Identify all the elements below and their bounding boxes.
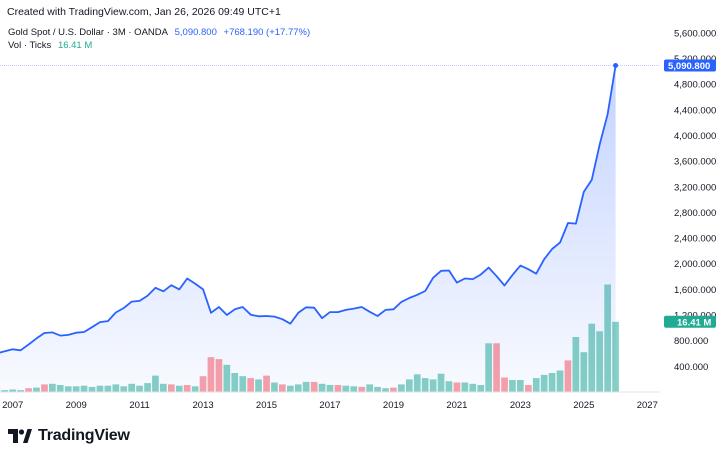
tradingview-logo-icon	[8, 429, 32, 443]
y-tick-label: 2,800.000	[674, 208, 716, 219]
x-tick-label: 2019	[383, 400, 404, 411]
created-with-label: Created with TradingView.com, Jan 26, 20…	[7, 6, 281, 18]
x-tick-label: 2027	[637, 400, 658, 411]
volume-legend[interactable]: Vol · Ticks 16.41 M	[8, 40, 96, 51]
x-tick-label: 2021	[446, 400, 467, 411]
last-price-dot	[613, 63, 619, 68]
y-tick-label: 800.000	[674, 336, 708, 347]
y-tick-label: 4,800.000	[674, 80, 716, 91]
volume-tag-label: 16.41 M	[677, 317, 711, 328]
x-tick-label: 2007	[2, 400, 23, 411]
price-tag-label: 5,090.800	[668, 61, 710, 72]
x-tick-label: 2015	[256, 400, 277, 411]
x-tick-label: 2009	[66, 400, 87, 411]
y-tick-label: 1,600.000	[674, 285, 716, 296]
brand-name: TradingView	[38, 427, 130, 444]
volume-title: Vol · Ticks	[8, 40, 52, 51]
y-tick-label: 400.000	[674, 362, 708, 373]
y-tick-label: 4,400.000	[674, 105, 716, 116]
price-change: +768.190 (+17.77%)	[223, 27, 311, 38]
symbol-legend[interactable]: Gold Spot / U.S. Dollar · 3M · OANDA 5,0…	[8, 27, 314, 38]
tradingview-brand[interactable]: TradingView	[8, 427, 130, 445]
volume-tag: 16.41 M	[664, 315, 716, 328]
x-tick-label: 2025	[573, 400, 594, 411]
price-tag: 5,090.800	[664, 59, 716, 72]
y-tick-label: 4,000.000	[674, 131, 716, 142]
x-tick-label: 2011	[129, 400, 149, 411]
price-area-fill	[0, 65, 616, 392]
symbol-title: Gold Spot / U.S. Dollar · 3M · OANDA	[8, 27, 168, 38]
y-tick-label: 5,600.000	[674, 28, 716, 39]
x-tick-label: 2013	[193, 400, 214, 411]
y-tick-label: 2,000.000	[674, 259, 716, 270]
last-price: 5,090.800	[174, 27, 217, 38]
price-line	[0, 65, 617, 354]
y-tick-label: 3,600.000	[674, 157, 716, 168]
x-axis: 2007 2009 2011 2013 2015 2017 2019 2021 2023 2025…	[2, 400, 658, 411]
y-tick-label: 2,400.000	[674, 234, 716, 245]
y-tick-label: 3,200.000	[674, 182, 716, 193]
x-tick-label: 2023	[510, 400, 531, 411]
x-tick-label: 2017	[319, 400, 340, 411]
volume-value: 16.41 M	[57, 40, 93, 51]
